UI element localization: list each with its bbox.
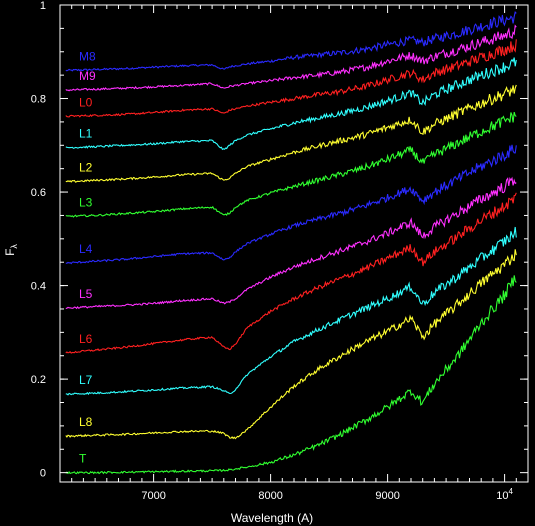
series-label-l1: L1 xyxy=(79,127,93,141)
svg-text:Fλ: Fλ xyxy=(3,244,19,256)
y-tick-label: 0 xyxy=(40,468,46,480)
series-line-l3 xyxy=(65,111,517,218)
series-line-l8 xyxy=(65,249,517,440)
series-label-m9: M9 xyxy=(79,69,96,83)
series-line-l1 xyxy=(65,57,517,151)
y-axis-title-subscript: λ xyxy=(9,244,19,249)
series-label-t: T xyxy=(79,452,87,466)
x-tick-label-exponent: 4 xyxy=(508,487,513,496)
y-tick-label: 0.6 xyxy=(31,187,46,199)
y-axis-ticks: 0 0.2 0.4 0.6 0.8 1 xyxy=(31,0,528,480)
x-tick-label: 7000 xyxy=(141,490,165,502)
series-label-m8: M8 xyxy=(79,49,96,63)
y-tick-label: 0.2 xyxy=(31,374,46,386)
series-line-m9 xyxy=(65,24,517,92)
y-axis-title-main: F xyxy=(3,249,17,256)
series-labels: M8 M9 L0 L1 L2 L3 L4 L5 L6 L7 L8 T xyxy=(79,49,96,465)
x-tick-label: 8000 xyxy=(258,490,282,502)
series-line-l0 xyxy=(65,39,517,118)
y-tick-label: 1 xyxy=(40,0,46,12)
y-tick-label: 0.4 xyxy=(31,281,46,293)
series-line-l2 xyxy=(65,84,517,183)
y-axis-title: Fλ xyxy=(3,244,19,256)
series-line-t xyxy=(65,275,517,475)
x-axis-title: Wavelength (A) xyxy=(231,511,313,525)
series-line-l4 xyxy=(65,144,517,265)
x-tick-label: 9000 xyxy=(375,490,399,502)
series-line-l5 xyxy=(65,176,517,310)
series-label-l0: L0 xyxy=(79,95,93,109)
series-label-l4: L4 xyxy=(79,242,93,256)
series-label-l6: L6 xyxy=(79,332,93,346)
series-line-l6 xyxy=(65,192,517,354)
series-label-l3: L3 xyxy=(79,195,93,209)
series-line-l7 xyxy=(65,226,517,396)
series-line-m8 xyxy=(65,11,517,72)
series-label-l2: L2 xyxy=(79,161,93,175)
series-layer xyxy=(65,11,517,475)
series-label-l5: L5 xyxy=(79,287,93,301)
series-label-l8: L8 xyxy=(79,415,93,429)
y-tick-label: 0.8 xyxy=(31,94,46,106)
series-label-l7: L7 xyxy=(79,373,93,387)
